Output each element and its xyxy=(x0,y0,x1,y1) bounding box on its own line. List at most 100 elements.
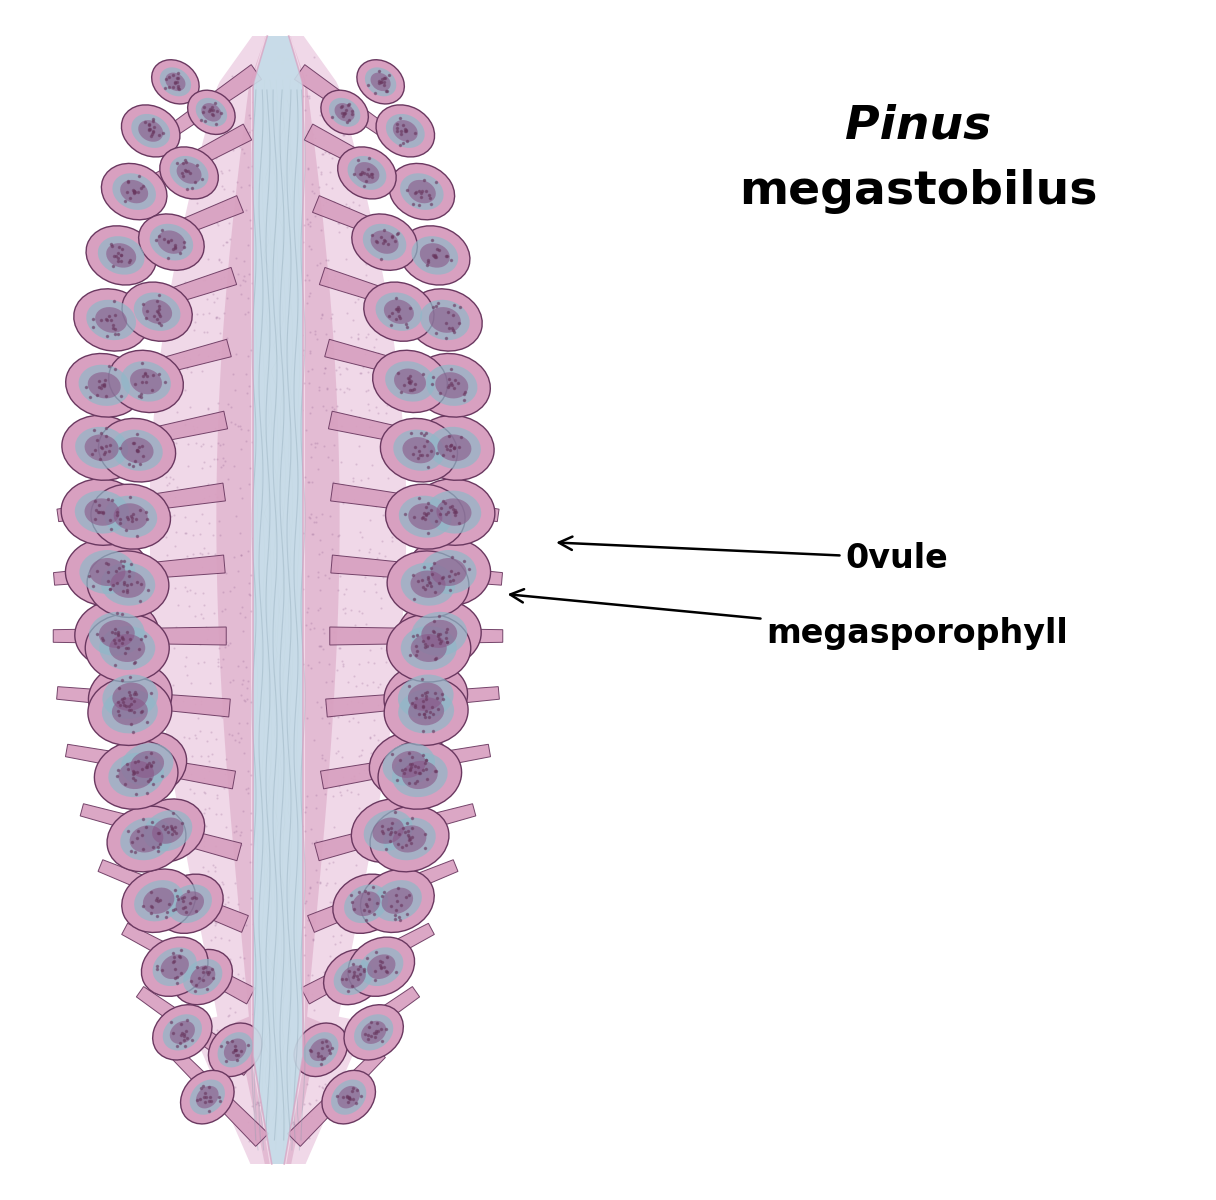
Point xyxy=(268,1111,287,1130)
Ellipse shape xyxy=(98,419,175,482)
Point xyxy=(192,458,212,478)
Polygon shape xyxy=(320,268,465,328)
Point xyxy=(188,344,208,364)
Ellipse shape xyxy=(139,214,204,270)
Point xyxy=(174,347,193,366)
Point xyxy=(184,526,203,545)
Ellipse shape xyxy=(74,289,148,352)
Ellipse shape xyxy=(407,289,483,352)
Point xyxy=(297,86,316,106)
Point xyxy=(198,346,218,365)
Ellipse shape xyxy=(141,937,208,996)
Point xyxy=(362,672,382,691)
Point xyxy=(161,485,180,504)
Point xyxy=(198,862,218,881)
Point xyxy=(248,430,268,449)
Point xyxy=(281,420,300,439)
Point xyxy=(320,947,339,966)
Point xyxy=(192,362,212,382)
Point xyxy=(286,329,305,348)
Ellipse shape xyxy=(159,67,191,96)
Point xyxy=(283,284,303,304)
Point xyxy=(249,1096,269,1115)
Ellipse shape xyxy=(143,888,174,914)
Point xyxy=(289,707,309,726)
Point xyxy=(199,1037,219,1056)
Point xyxy=(179,619,198,638)
Point xyxy=(174,691,193,710)
Ellipse shape xyxy=(400,173,444,210)
Ellipse shape xyxy=(428,427,480,469)
Ellipse shape xyxy=(86,300,136,340)
Point xyxy=(186,283,206,302)
Point xyxy=(209,342,229,361)
Point xyxy=(348,289,367,308)
Point xyxy=(237,120,257,139)
Point xyxy=(333,619,353,638)
Point xyxy=(196,784,215,803)
Point xyxy=(278,748,298,767)
Ellipse shape xyxy=(411,612,467,656)
Point xyxy=(334,126,354,145)
Point xyxy=(199,486,219,505)
Point xyxy=(248,490,268,509)
Point xyxy=(269,725,288,744)
Point xyxy=(232,652,252,671)
Polygon shape xyxy=(80,804,242,860)
Ellipse shape xyxy=(310,1038,332,1061)
Point xyxy=(305,437,325,456)
Point xyxy=(353,527,372,546)
Polygon shape xyxy=(321,744,490,788)
Point xyxy=(278,473,298,492)
Point xyxy=(306,1091,326,1110)
Point xyxy=(277,66,297,85)
Point xyxy=(206,912,225,931)
Point xyxy=(281,239,300,258)
Point xyxy=(207,913,226,932)
Polygon shape xyxy=(109,196,243,262)
Point xyxy=(330,776,349,796)
Point xyxy=(240,108,259,127)
Point xyxy=(300,877,320,896)
Point xyxy=(356,283,376,302)
Point xyxy=(306,798,326,817)
Point xyxy=(338,270,358,289)
Point xyxy=(201,722,220,742)
Ellipse shape xyxy=(399,496,452,538)
Point xyxy=(247,511,266,530)
Point xyxy=(196,617,215,636)
Point xyxy=(236,691,255,710)
Point xyxy=(368,403,388,422)
Point xyxy=(285,620,304,640)
Ellipse shape xyxy=(421,620,457,648)
Point xyxy=(332,652,351,671)
Point xyxy=(294,373,314,392)
Point xyxy=(270,863,289,882)
Point xyxy=(355,761,375,780)
Ellipse shape xyxy=(208,1024,261,1076)
Ellipse shape xyxy=(362,223,406,260)
Point xyxy=(311,697,331,716)
Point xyxy=(338,378,358,397)
Point xyxy=(276,508,295,527)
Point xyxy=(322,414,342,433)
Point xyxy=(314,623,333,642)
Point xyxy=(304,1039,323,1058)
Point xyxy=(260,805,280,824)
Point xyxy=(257,1040,276,1060)
Point xyxy=(238,346,258,365)
Polygon shape xyxy=(325,340,479,395)
Point xyxy=(285,1115,304,1134)
Point xyxy=(306,786,326,805)
Point xyxy=(198,178,218,197)
Point xyxy=(270,121,289,140)
Point xyxy=(226,1002,246,1021)
Point xyxy=(338,1020,358,1039)
Point xyxy=(179,728,198,748)
Point xyxy=(281,839,300,858)
Point xyxy=(356,382,376,401)
Point xyxy=(371,588,390,607)
Point xyxy=(255,854,275,874)
Point xyxy=(303,524,322,544)
Point xyxy=(226,344,246,364)
